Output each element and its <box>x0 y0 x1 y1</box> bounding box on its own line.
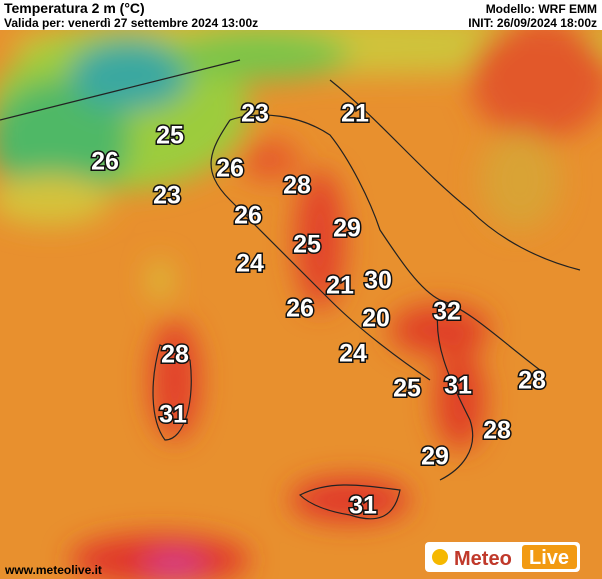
temperature-label: 20 <box>362 305 390 333</box>
temperature-label: 24 <box>236 250 264 278</box>
temperature-label: 31 <box>444 372 472 400</box>
temperature-label: 29 <box>333 215 361 243</box>
temperature-label: 26 <box>216 155 244 183</box>
temperature-label: 29 <box>421 443 449 471</box>
temperature-label: 30 <box>364 267 392 295</box>
site-url: www.meteolive.it <box>4 563 102 577</box>
coastlines <box>0 59 581 520</box>
temperature-label: 26 <box>91 148 119 176</box>
temperature-label: 21 <box>326 272 354 300</box>
temperature-label: 21 <box>341 100 369 128</box>
valid-time: Valida per: venerdì 27 settembre 2024 13… <box>4 16 258 30</box>
temperature-label: 28 <box>161 341 189 369</box>
logo-meteo: Meteo <box>454 548 512 570</box>
temperature-label: 23 <box>153 182 181 210</box>
temperature-label: 31 <box>349 492 377 520</box>
temperature-label: 26 <box>286 295 314 323</box>
logo-live: Live <box>529 547 569 569</box>
temperature-label: 28 <box>283 172 311 200</box>
init-time: INIT: 26/09/2024 18:00z <box>468 16 597 30</box>
temperature-label: 25 <box>393 375 421 403</box>
logo-live-box <box>522 545 577 569</box>
temperature-label: 32 <box>433 298 461 326</box>
temperature-label: 31 <box>159 401 187 429</box>
map-title: Temperatura 2 m (°C) <box>4 0 145 16</box>
temperature-label: 25 <box>156 122 184 150</box>
model: Modello: WRF EMM <box>486 2 597 16</box>
header-bar <box>0 0 602 30</box>
logo: Meteo Live <box>425 542 580 572</box>
temperature-label: 24 <box>339 340 367 368</box>
temperature-label: 28 <box>518 367 546 395</box>
temperature-label: 28 <box>483 417 511 445</box>
temperature-label: 26 <box>234 202 262 230</box>
temperature-label: 25 <box>293 231 321 259</box>
temperature-label: 23 <box>241 100 269 128</box>
logo-sun <box>432 549 448 565</box>
